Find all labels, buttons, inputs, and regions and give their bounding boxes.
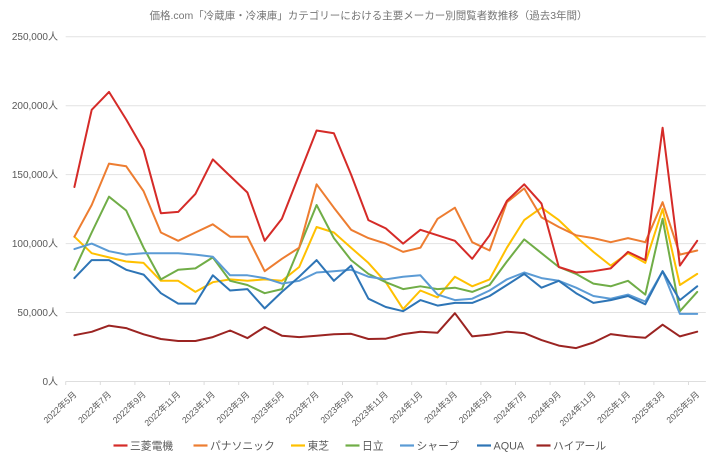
svg-text:100,000人: 100,000人 [12,238,58,250]
svg-text:価格.com「冷蔵庫・冷凍庫」カテゴリーにおける主要メーカー: 価格.com「冷蔵庫・冷凍庫」カテゴリーにおける主要メーカー別閲覧者数推移（過去… [149,9,587,22]
svg-text:50,000人: 50,000人 [17,307,58,319]
svg-text:150,000人: 150,000人 [12,169,58,181]
svg-text:200,000人: 200,000人 [12,100,58,112]
svg-text:パナソニック: パナソニック [210,440,275,453]
svg-text:AQUA: AQUA [494,441,525,453]
svg-text:250,000人: 250,000人 [12,31,58,43]
svg-text:ハイアール: ハイアール [553,441,606,453]
svg-text:0人: 0人 [42,376,58,388]
svg-text:日立: 日立 [362,439,384,453]
svg-text:シャープ: シャープ [417,440,460,453]
svg-text:三菱電機: 三菱電機 [130,439,173,453]
svg-text:東芝: 東芝 [308,440,330,453]
